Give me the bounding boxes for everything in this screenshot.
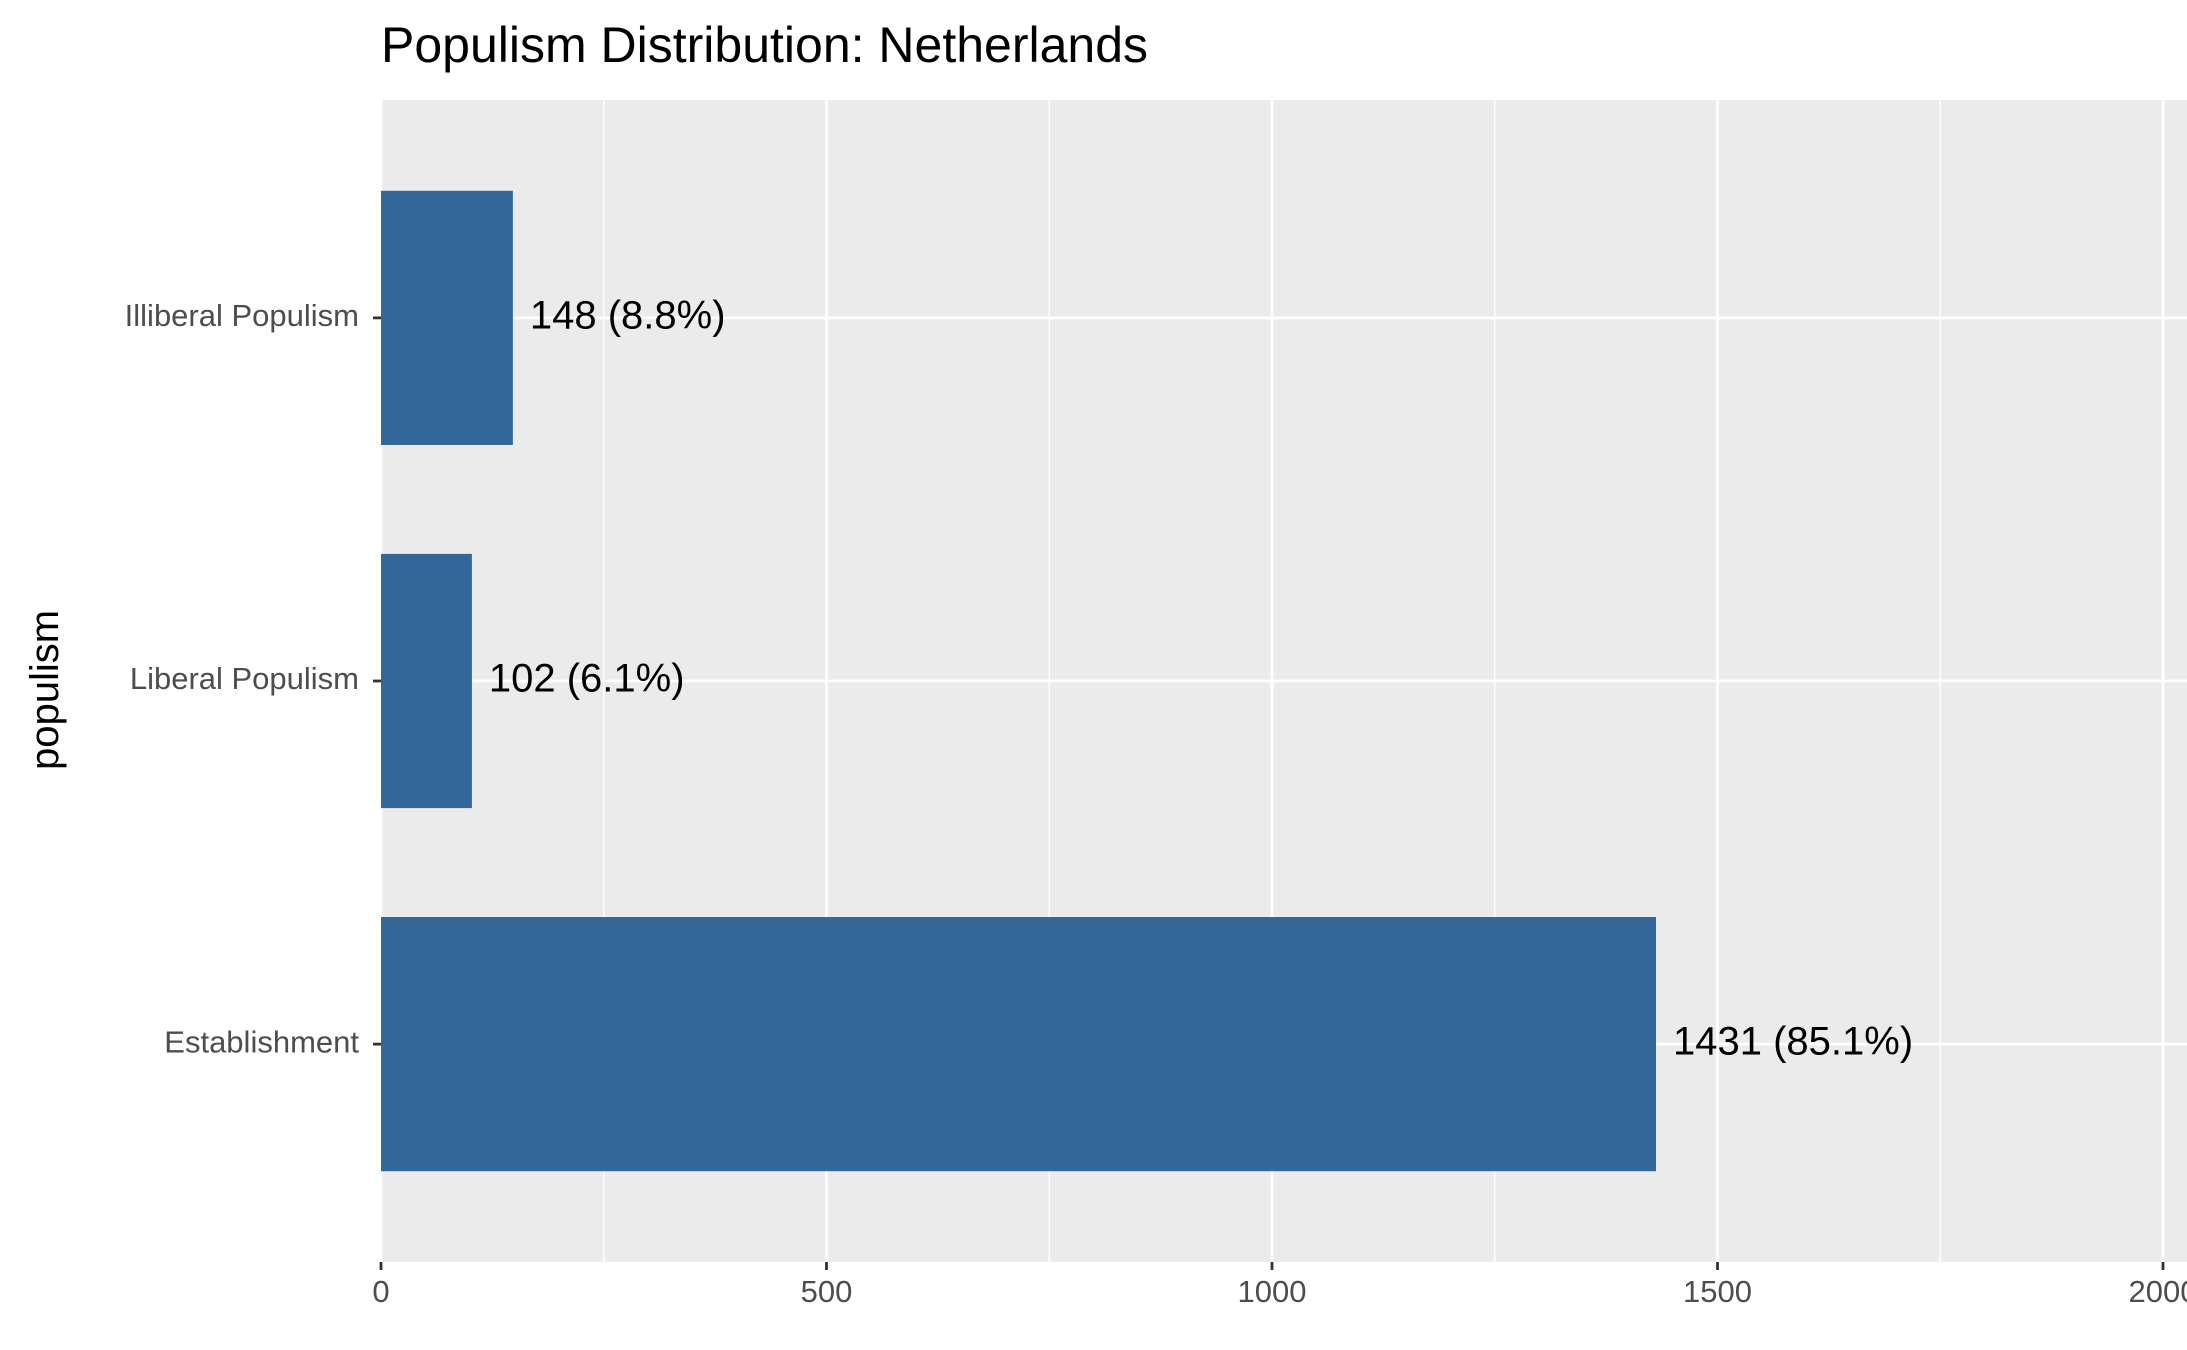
bar [381,917,1657,1172]
y-tick-label: Establishment [164,1024,359,1059]
value-label: 148 (8.8%) [530,293,726,337]
chart-title: Populism Distribution: Netherlands [381,17,1148,73]
x-tick-label: 1000 [1238,1274,1307,1309]
bar [381,190,513,445]
value-label: 1431 (85.1%) [1673,1020,1913,1064]
x-tick-label: 1500 [1683,1274,1752,1309]
y-tick-label: Illiberal Populism [125,298,359,333]
value-label: 102 (6.1%) [489,657,685,701]
y-tick-label: Liberal Populism [130,661,359,696]
x-tick-label: 0 [372,1274,389,1309]
bar [381,553,472,809]
x-tick-label: 500 [801,1274,853,1309]
y-axis-label: populism [23,610,67,770]
x-tick-label: 2000 [2129,1274,2187,1309]
